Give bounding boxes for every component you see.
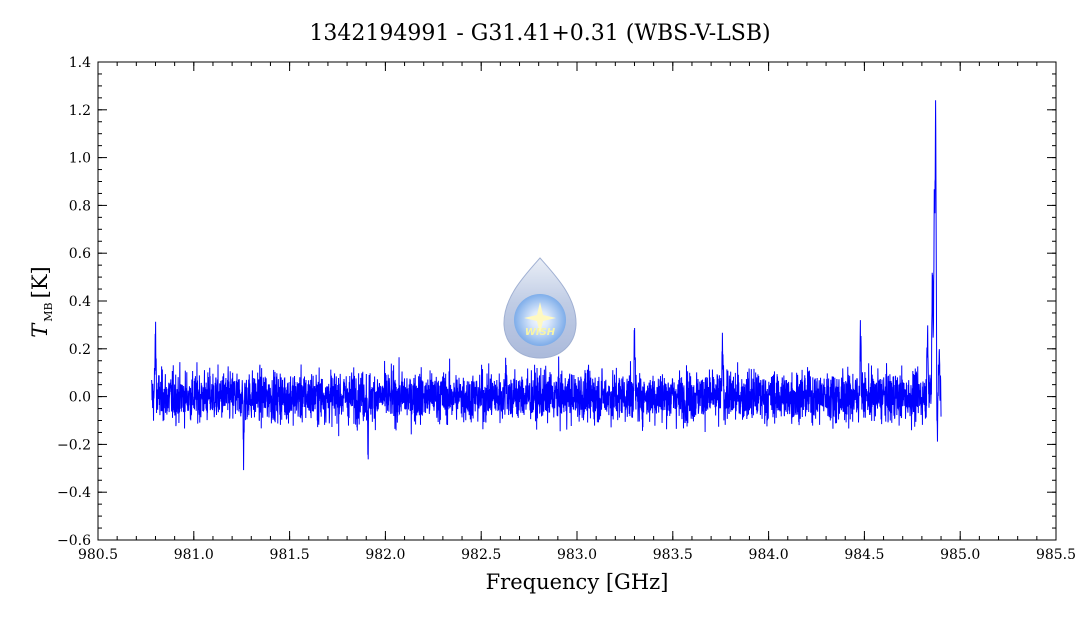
y-tick-label: −0.2 [57, 437, 91, 453]
x-tick-label: 985.0 [940, 547, 980, 563]
y-axis-label: TMB [K] [28, 266, 55, 337]
y-tick-label: 0.8 [69, 198, 91, 214]
x-tick-label: 985.5 [1036, 547, 1076, 563]
x-tick-label: 984.5 [844, 547, 884, 563]
x-tick-label: 984.0 [749, 547, 789, 563]
y-tick-label: 0.6 [69, 246, 91, 262]
y-tick-label: 0.0 [69, 390, 91, 406]
chart-title: 1342194991 - G31.41+0.31 (WBS-V-LSB) [309, 21, 770, 46]
y-tick-label: 1.2 [69, 103, 91, 119]
y-tick-label: 0.2 [69, 342, 91, 358]
y-axis-label-main: T [28, 322, 52, 338]
plot-frame [97, 61, 1057, 541]
wish-label: WISH [525, 327, 556, 338]
y-tick-label: −0.4 [57, 485, 91, 501]
x-tick-label: 982.0 [365, 547, 405, 563]
wish-star-icon [524, 302, 556, 334]
y-tick-label: 1.0 [69, 151, 91, 167]
x-axis-label: Frequency [GHz] [486, 570, 669, 594]
y-tick-label: 0.4 [69, 294, 91, 310]
x-tick-label: 981.0 [174, 547, 214, 563]
x-tick-label: 983.0 [557, 547, 597, 563]
y-tick-label: 1.4 [69, 55, 91, 71]
y-tick-label: −0.6 [57, 533, 91, 549]
x-tick-label: 982.5 [461, 547, 501, 563]
axis-tick-labels: 980.5 981.0 981.5 982.0 982.5 983.0 983.5 984.0… [57, 55, 1076, 563]
axis-ticks [97, 61, 1057, 541]
svg-text:TMB[K]: TMB [K] [28, 266, 55, 337]
y-axis-label-unit: [K] [28, 266, 52, 298]
y-axis-label-sub: MB [42, 302, 55, 321]
x-tick-label: 983.5 [653, 547, 693, 563]
x-tick-label: 981.5 [270, 547, 310, 563]
spectrum-series-line [151, 100, 942, 471]
wish-logo: WISH [503, 257, 577, 359]
x-tick-label: 980.5 [78, 547, 118, 563]
